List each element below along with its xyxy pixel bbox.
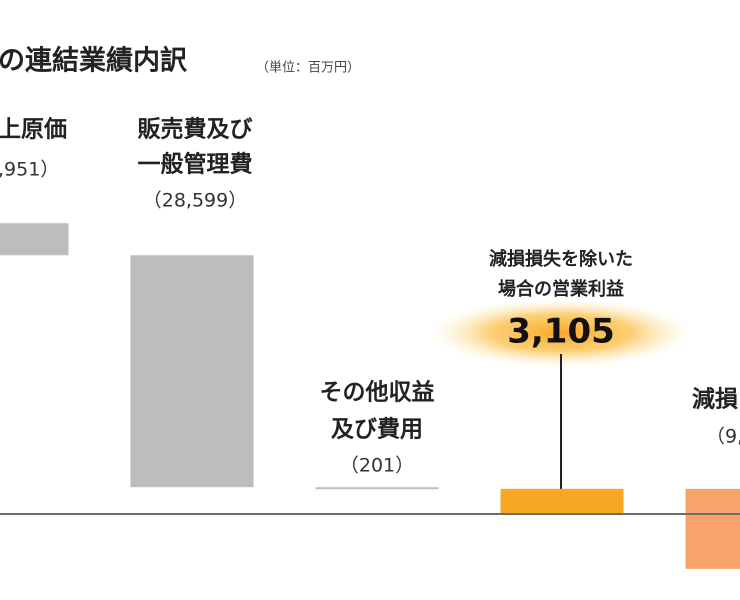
- category-label: 上原価: [0, 117, 67, 143]
- bar: [315, 487, 439, 490]
- value-label: （28,599）: [143, 190, 247, 212]
- bar: [130, 255, 254, 488]
- category-label: 及び費用: [331, 417, 423, 443]
- value-label: ,951）: [0, 159, 59, 181]
- category-label: その他収益: [320, 379, 435, 406]
- value-label: 3,105: [507, 312, 615, 352]
- category-label: 減損: [692, 387, 738, 413]
- bar: [0, 223, 69, 256]
- category-label: 一般管理費: [138, 151, 253, 178]
- glow: [431, 299, 691, 367]
- bar: [685, 488, 740, 569]
- category-label: 場合の営業利益: [498, 278, 624, 300]
- chart-title: の連結業績内訳: [0, 45, 188, 77]
- bar: [500, 488, 624, 514]
- chart-subtitle: （単位：百万円）: [256, 60, 360, 76]
- value-label: （9,: [706, 426, 740, 448]
- category-label: 販売費及び: [138, 117, 253, 143]
- value-label: （201）: [340, 455, 414, 477]
- category-label: 減損損失を除いた: [489, 248, 633, 270]
